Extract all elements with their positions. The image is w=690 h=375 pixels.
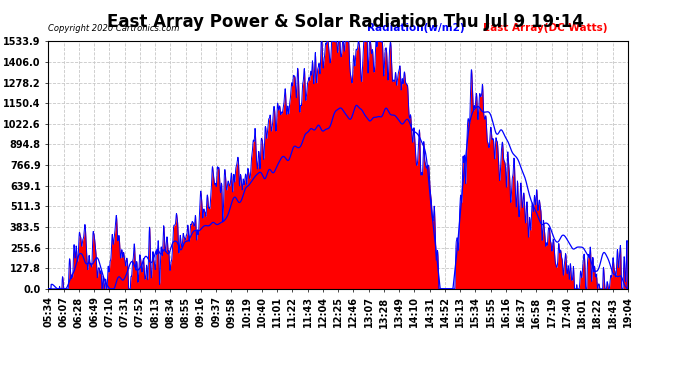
Text: East Array Power & Solar Radiation Thu Jul 9 19:14: East Array Power & Solar Radiation Thu J…: [106, 13, 584, 31]
Text: Radiation(w/m2): Radiation(w/m2): [367, 22, 464, 33]
Text: Copyright 2020 Cartronics.com: Copyright 2020 Cartronics.com: [48, 24, 179, 33]
Text: East Array(DC Watts): East Array(DC Watts): [483, 22, 607, 33]
